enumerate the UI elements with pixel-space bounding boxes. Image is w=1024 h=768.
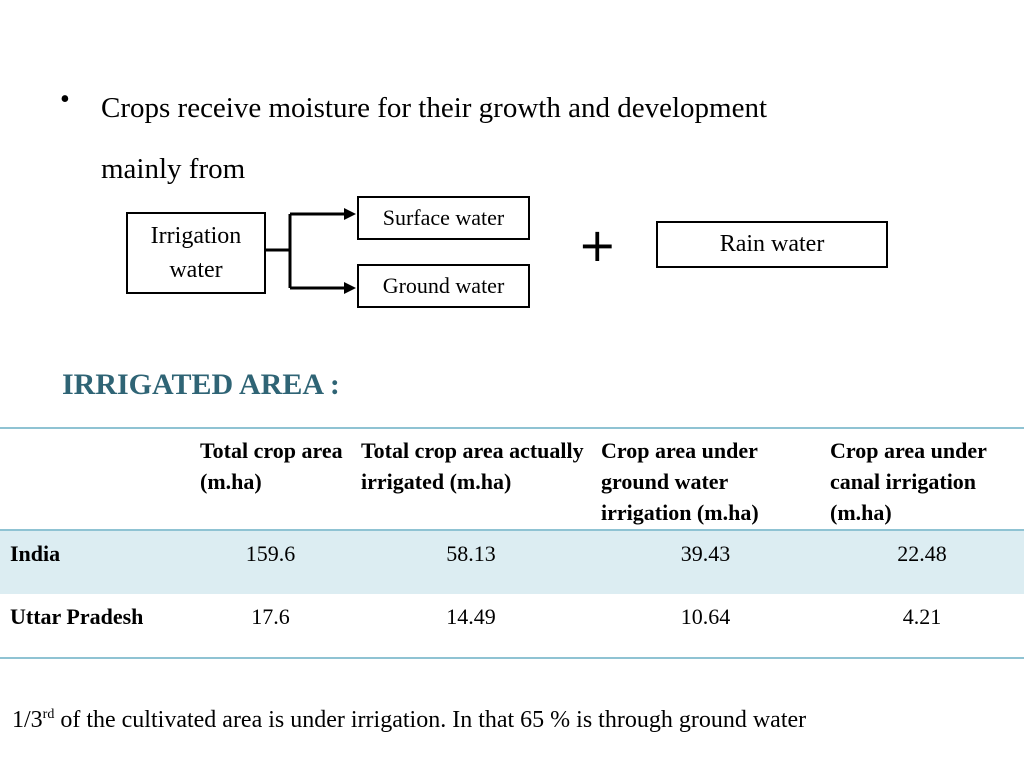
- bullet-line-1: Crops receive moisture for their growth …: [101, 92, 767, 124]
- irrigation-water-box: Irrigation water: [126, 212, 266, 294]
- irrigation-line-1: Irrigation: [150, 223, 242, 249]
- irrigation-line-2: water: [169, 257, 223, 283]
- rain-water-box: Rain water: [656, 221, 888, 268]
- header-ground-water: Crop area under ground water irrigation …: [601, 438, 759, 525]
- irrigated-area-heading: IRRIGATED AREA :: [62, 368, 340, 401]
- header-actually-irrigated: Total crop area actually irrigated (m.ha…: [361, 438, 584, 494]
- irrigated-area-table: Total crop area (m.ha) Total crop area a…: [0, 427, 1024, 659]
- surface-water-label: Surface water: [382, 205, 505, 230]
- branch-bottom-arrowhead: [344, 282, 356, 294]
- header-canal: Crop area under canal irrigation (m.ha): [830, 438, 987, 525]
- header-row-label: [0, 428, 190, 530]
- ground-water-label: Ground water: [382, 273, 505, 298]
- cell-value: 4.21: [902, 604, 942, 629]
- table-header-row: Total crop area (m.ha) Total crop area a…: [0, 428, 1024, 530]
- ground-water-box: Ground water: [357, 264, 530, 308]
- branch-connector: [266, 208, 356, 294]
- plus-sign: +: [578, 218, 617, 272]
- cell-value: 22.48: [897, 541, 947, 566]
- bullet-marker: •: [60, 84, 70, 115]
- table-row: India 159.6 58.13 39.43 22.48: [0, 530, 1024, 594]
- rain-water-label: Rain water: [719, 231, 825, 257]
- branch-top-arrowhead: [344, 208, 356, 220]
- row-label-uttar-pradesh: Uttar Pradesh: [10, 604, 144, 629]
- bullet-text: Crops receive moisture for their growth …: [101, 78, 964, 200]
- bullet-line-2: mainly from: [101, 153, 246, 185]
- surface-water-box: Surface water: [357, 196, 530, 240]
- cell-value: 14.49: [446, 604, 496, 629]
- cell-value: 58.13: [446, 541, 496, 566]
- row-label-india: India: [10, 541, 61, 566]
- cell-value: 17.6: [251, 604, 290, 629]
- note-ordinal-suffix: rd: [42, 707, 55, 722]
- note-fraction: 1/3: [12, 707, 43, 733]
- note-text: of the cultivated area is under irrigati…: [54, 707, 807, 733]
- header-total-crop-area: Total crop area (m.ha): [200, 438, 343, 494]
- cell-value: 39.43: [680, 541, 731, 566]
- table-row: Uttar Pradesh 17.6 14.49 10.64 4.21: [0, 594, 1024, 658]
- cell-value: 10.64: [680, 604, 731, 629]
- intro-bullet: • Crops receive moisture for their growt…: [60, 78, 964, 200]
- cell-value: 159.6: [245, 541, 296, 566]
- irrigation-footnote: 1/3rd of the cultivated area is under ir…: [12, 697, 806, 738]
